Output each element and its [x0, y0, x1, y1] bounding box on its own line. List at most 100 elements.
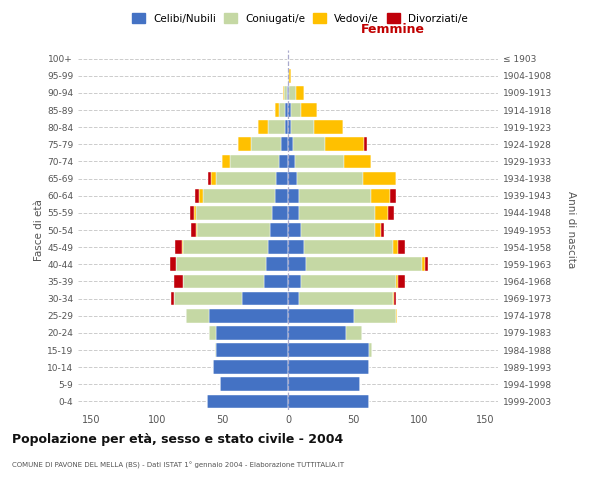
Bar — [174, 292, 242, 306]
Bar — [190, 206, 193, 220]
Bar — [279, 154, 288, 168]
Bar — [388, 206, 394, 220]
Bar — [394, 292, 395, 306]
Bar — [393, 240, 398, 254]
Bar — [288, 258, 307, 271]
Bar — [268, 120, 286, 134]
Bar — [289, 69, 290, 82]
Bar — [183, 274, 265, 288]
Bar — [346, 326, 361, 340]
Bar — [391, 189, 395, 202]
Bar — [314, 120, 343, 134]
Bar — [193, 206, 196, 220]
Bar — [325, 138, 364, 151]
Legend: Celibi/Nubili, Coniugati/e, Vedovi/e, Divorziati/e: Celibi/Nubili, Coniugati/e, Vedovi/e, Di… — [129, 10, 471, 26]
Bar — [307, 258, 422, 271]
Bar — [364, 138, 367, 151]
Bar — [196, 223, 197, 237]
Bar — [293, 138, 325, 151]
Bar — [215, 343, 216, 357]
Bar — [216, 172, 276, 185]
Bar — [286, 120, 288, 134]
Bar — [371, 189, 391, 202]
Bar — [288, 309, 353, 322]
Bar — [295, 154, 344, 168]
Text: COMUNE DI PAVONE DEL MELLA (BS) - Dati ISTAT 1° gennaio 2004 - Elaborazione TUTT: COMUNE DI PAVONE DEL MELLA (BS) - Dati I… — [12, 462, 344, 469]
Bar — [220, 378, 288, 391]
Bar — [284, 86, 287, 100]
Bar — [288, 223, 301, 237]
Bar — [290, 120, 314, 134]
Bar — [211, 172, 216, 185]
Bar — [296, 86, 304, 100]
Bar — [281, 138, 288, 151]
Y-axis label: Anni di nascita: Anni di nascita — [566, 192, 576, 268]
Bar — [175, 240, 182, 254]
Bar — [223, 154, 230, 168]
Bar — [289, 86, 296, 100]
Bar — [203, 189, 275, 202]
Bar — [299, 292, 393, 306]
Bar — [195, 189, 199, 202]
Bar — [290, 103, 301, 117]
Bar — [286, 103, 288, 117]
Bar — [213, 360, 288, 374]
Bar — [288, 206, 299, 220]
Bar — [398, 240, 405, 254]
Bar — [230, 154, 279, 168]
Bar — [288, 138, 293, 151]
Bar — [288, 326, 346, 340]
Bar — [276, 172, 288, 185]
Bar — [216, 326, 288, 340]
Bar — [398, 274, 405, 288]
Bar — [288, 240, 304, 254]
Bar — [370, 343, 372, 357]
Bar — [288, 103, 290, 117]
Bar — [288, 378, 360, 391]
Bar — [288, 343, 370, 357]
Bar — [288, 360, 370, 374]
Bar — [288, 172, 297, 185]
Bar — [374, 223, 381, 237]
Bar — [251, 138, 281, 151]
Bar — [288, 69, 289, 82]
Bar — [208, 172, 211, 185]
Bar — [425, 258, 428, 271]
Bar — [304, 240, 393, 254]
Bar — [275, 103, 279, 117]
Bar — [174, 274, 183, 288]
Bar — [272, 206, 288, 220]
Text: Popolazione per età, sesso e stato civile - 2004: Popolazione per età, sesso e stato civil… — [12, 432, 343, 446]
Bar — [288, 292, 299, 306]
Bar — [363, 172, 395, 185]
Bar — [283, 86, 284, 100]
Bar — [197, 223, 269, 237]
Bar — [381, 223, 384, 237]
Bar — [288, 154, 295, 168]
Bar — [199, 189, 203, 202]
Bar — [209, 309, 288, 322]
Bar — [268, 240, 288, 254]
Bar — [301, 274, 395, 288]
Bar — [301, 103, 317, 117]
Bar — [266, 258, 288, 271]
Bar — [288, 86, 289, 100]
Bar — [242, 292, 288, 306]
Bar — [287, 86, 288, 100]
Bar — [258, 120, 268, 134]
Bar — [288, 120, 290, 134]
Bar — [288, 274, 301, 288]
Bar — [191, 223, 196, 237]
Bar — [288, 394, 370, 408]
Bar — [171, 292, 174, 306]
Bar — [297, 172, 363, 185]
Bar — [206, 394, 288, 408]
Bar — [265, 274, 288, 288]
Bar — [279, 103, 286, 117]
Bar — [216, 343, 288, 357]
Bar — [393, 292, 394, 306]
Bar — [374, 206, 388, 220]
Bar — [395, 274, 398, 288]
Text: Femmine: Femmine — [361, 22, 425, 36]
Bar — [299, 206, 374, 220]
